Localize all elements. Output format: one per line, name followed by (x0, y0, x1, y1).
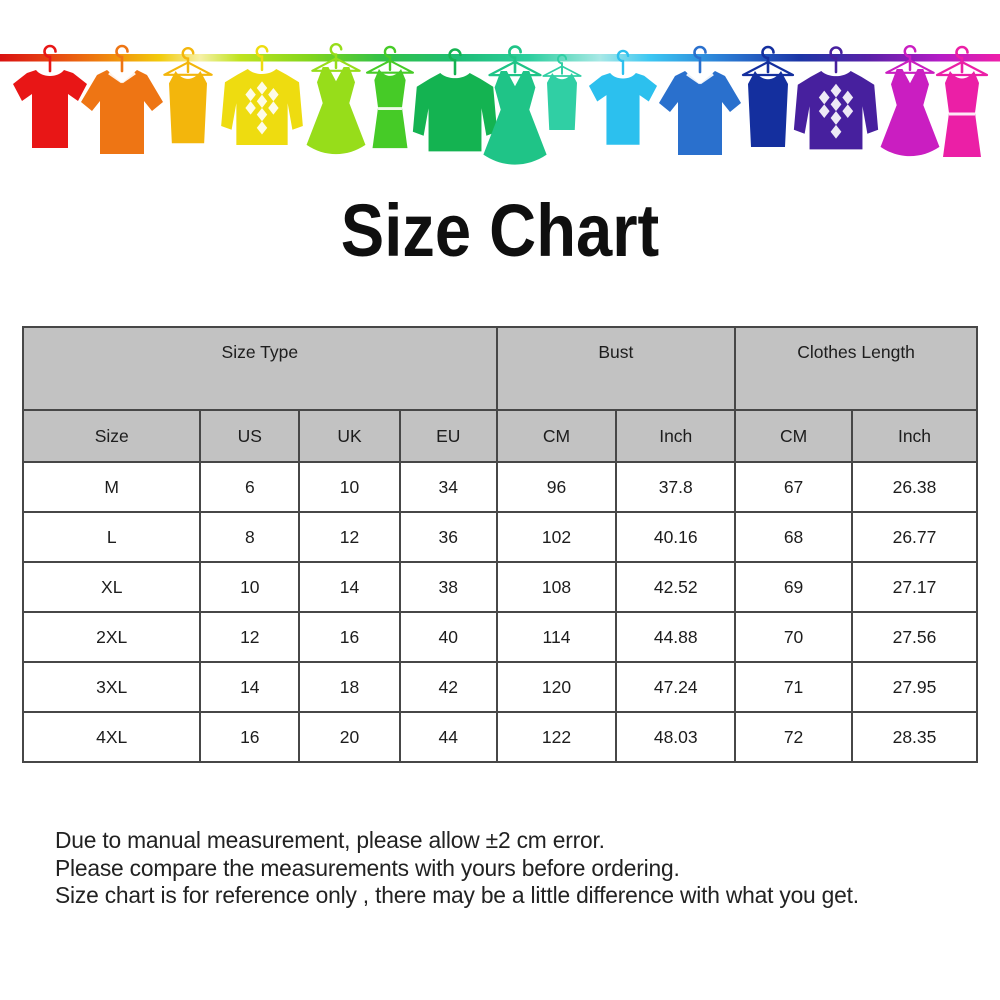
column-header-bust-cm: CM (495, 409, 618, 463)
cell-uk: 16 (298, 611, 401, 663)
cell-bust-inch: 42.52 (615, 561, 737, 613)
cell-us: 12 (199, 611, 301, 663)
column-header-length-cm: CM (734, 409, 853, 463)
page-title: Size Chart (340, 189, 660, 272)
group-header-clothes-length: Clothes Length (734, 326, 978, 411)
cell-length-cm: 71 (734, 661, 853, 713)
cell-us: 10 (199, 561, 301, 613)
note-line-1: Due to manual measurement, please allow … (55, 827, 605, 853)
cell-us: 14 (199, 661, 301, 713)
cell-length-inch: 27.17 (850, 561, 979, 613)
note-line-2: Please compare the measurements with you… (55, 854, 680, 881)
cell-length-cm: 69 (734, 561, 853, 613)
green-tank-dress-icon (365, 45, 415, 150)
orange-shirt-icon (79, 44, 165, 156)
cell-length-inch: 26.38 (850, 461, 979, 513)
table-group-header-row: Size Type Bust Clothes Length (22, 326, 978, 411)
cell-us: 16 (199, 711, 301, 763)
green-sweater-icon (412, 48, 498, 152)
cell-size: 2XL (21, 611, 202, 663)
column-header-eu: EU (398, 409, 498, 463)
clothesline-rope (0, 54, 1000, 62)
cell-uk: 10 (298, 461, 401, 513)
purple-argyle-sweater-icon (794, 46, 878, 149)
cell-bust-inch: 47.24 (615, 661, 737, 713)
cell-eu: 42 (398, 661, 498, 713)
measurement-notes: Due to manual measurement, please allow … (55, 827, 972, 910)
cell-length-inch: 27.95 (850, 661, 979, 713)
cell-length-cm: 68 (734, 511, 853, 563)
cyan-tshirt-icon (588, 49, 658, 145)
table-row-2xl: 2XL 12 16 40 114 44.88 70 27.56 (21, 611, 979, 663)
table-row-4xl: 4XL 16 20 44 122 48.03 72 28.35 (21, 711, 979, 763)
cell-us: 6 (199, 461, 301, 513)
amber-tank-top-icon (163, 46, 213, 144)
column-header-size: Size (21, 409, 202, 463)
group-header-bust: Bust (495, 326, 737, 411)
cell-eu: 34 (398, 461, 498, 513)
teal-tank-top-icon (542, 54, 582, 130)
table-row-l: L 8 12 36 102 40.16 68 26.77 (21, 511, 979, 563)
cell-eu: 44 (398, 711, 498, 763)
cell-uk: 20 (298, 711, 401, 763)
note-line-3: Size chart is for reference only , there… (55, 882, 859, 909)
size-chart-table: Size Type Bust Clothes Length Size US UK… (21, 326, 979, 763)
column-header-us: US (199, 409, 301, 463)
cell-uk: 12 (298, 511, 401, 563)
table-row-m: M 6 10 34 96 37.8 67 26.38 (21, 461, 979, 513)
cell-bust-cm: 114 (495, 611, 618, 663)
group-header-size-type: Size Type (22, 326, 498, 411)
cell-length-inch: 27.56 (850, 611, 979, 663)
cell-bust-cm: 108 (495, 561, 618, 613)
cell-eu: 36 (398, 511, 498, 563)
cell-bust-cm: 96 (495, 461, 618, 513)
cell-bust-cm: 102 (495, 511, 618, 563)
cell-uk: 14 (298, 561, 401, 613)
table-row-3xl: 3XL 14 18 42 120 47.24 71 27.95 (21, 661, 979, 713)
cell-length-inch: 26.77 (850, 511, 979, 563)
cell-length-cm: 67 (734, 461, 853, 513)
column-header-bust-inch: Inch (615, 409, 737, 463)
cell-bust-inch: 40.16 (615, 511, 737, 563)
cell-eu: 38 (398, 561, 498, 613)
cell-length-inch: 28.35 (850, 711, 979, 763)
cell-size: M (21, 461, 202, 513)
cell-bust-inch: 37.8 (615, 461, 737, 513)
column-header-length-inch: Inch (850, 409, 979, 463)
cell-bust-cm: 120 (495, 661, 618, 713)
cell-bust-inch: 48.03 (615, 711, 737, 763)
cell-length-cm: 72 (734, 711, 853, 763)
magenta-dress-icon (880, 44, 940, 157)
clothesline-banner (0, 42, 1000, 165)
cell-bust-inch: 44.88 (615, 611, 737, 663)
pink-tank-dress-icon (935, 45, 989, 159)
cell-size: L (21, 511, 202, 563)
cell-bust-cm: 122 (495, 711, 618, 763)
blue-shirt-icon (657, 45, 743, 157)
cell-us: 8 (199, 511, 301, 563)
cell-size: XL (21, 561, 202, 613)
table-column-header-row: Size US UK EU CM Inch CM Inch (21, 409, 979, 463)
cell-length-cm: 70 (734, 611, 853, 663)
navy-tank-top-icon (741, 45, 795, 147)
cell-size: 4XL (21, 711, 202, 763)
column-header-uk: UK (298, 409, 401, 463)
cell-size: 3XL (21, 661, 202, 713)
cell-eu: 40 (398, 611, 498, 663)
table-row-xl: XL 10 14 38 108 42.52 69 27.17 (21, 561, 979, 613)
cell-uk: 18 (298, 661, 401, 713)
